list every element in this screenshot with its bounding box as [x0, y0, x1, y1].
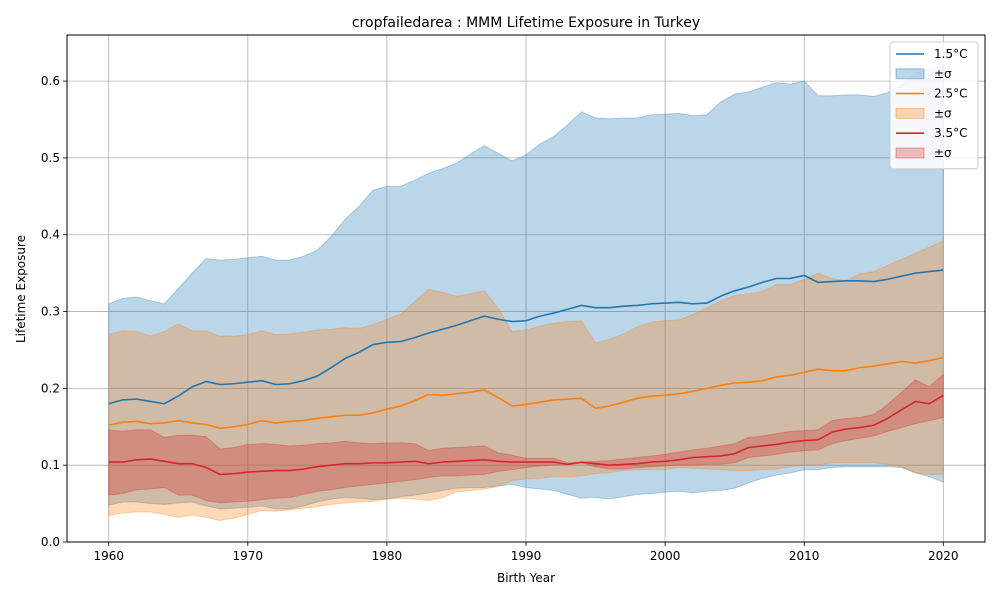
y-tick-label-3: 0.3 [41, 305, 60, 319]
legend: 1.5°C ±σ 2.5°C ±σ 3.5°C ±σ [889, 41, 979, 170]
sigma-bands [108, 65, 944, 521]
line-series-1 [108, 356, 944, 430]
legend-box [889, 41, 979, 170]
legend-band-label-1: ±σ [934, 106, 952, 120]
x-tick-label-0: 1960 [93, 549, 124, 563]
y-axis-label: Lifetime Exposure [14, 235, 28, 343]
legend-band-swatch-0 [895, 68, 925, 80]
legend-band-label-2: ±σ [934, 146, 952, 160]
y-axis-ticks: 0.0 0.1 0.2 0.3 0.4 0.5 0.6 [41, 74, 67, 549]
y-tick-label-2: 0.2 [41, 381, 60, 395]
y-tick-label-6: 0.6 [41, 74, 60, 88]
legend-band-swatch-1 [895, 107, 925, 119]
x-tick-label-4: 2000 [650, 549, 681, 563]
band-series-0 [108, 65, 944, 510]
band-series-2 [108, 373, 944, 504]
legend-label-1: 2.5°C [934, 87, 967, 101]
chart-title: cropfailedarea : MMM Lifetime Exposure i… [352, 15, 700, 31]
x-axis-ticks: 1960 1970 1980 1990 2000 2010 2020 [93, 542, 959, 563]
mean-lines [108, 269, 944, 476]
y-tick-label-5: 0.5 [41, 151, 60, 165]
legend-band-swatch-2 [895, 147, 925, 159]
x-tick-label-5: 2010 [789, 549, 820, 563]
y-tick-label-4: 0.4 [41, 228, 60, 242]
x-tick-label-1: 1970 [233, 549, 264, 563]
band-series-1 [108, 240, 944, 521]
x-axis-label: Birth Year [497, 571, 555, 585]
x-tick-label-2: 1980 [372, 549, 403, 563]
line-series-0 [108, 269, 944, 405]
y-tick-label-0: 0.0 [41, 535, 60, 549]
grid [67, 35, 985, 543]
x-tick-label-3: 1990 [511, 549, 542, 563]
legend-band-label-0: ±σ [934, 67, 952, 81]
line-series-2 [108, 394, 944, 476]
x-tick-label-6: 2020 [928, 549, 959, 563]
y-tick-label-1: 0.1 [41, 458, 60, 472]
legend-label-0: 1.5°C [934, 47, 967, 61]
legend-label-2: 3.5°C [934, 126, 967, 140]
